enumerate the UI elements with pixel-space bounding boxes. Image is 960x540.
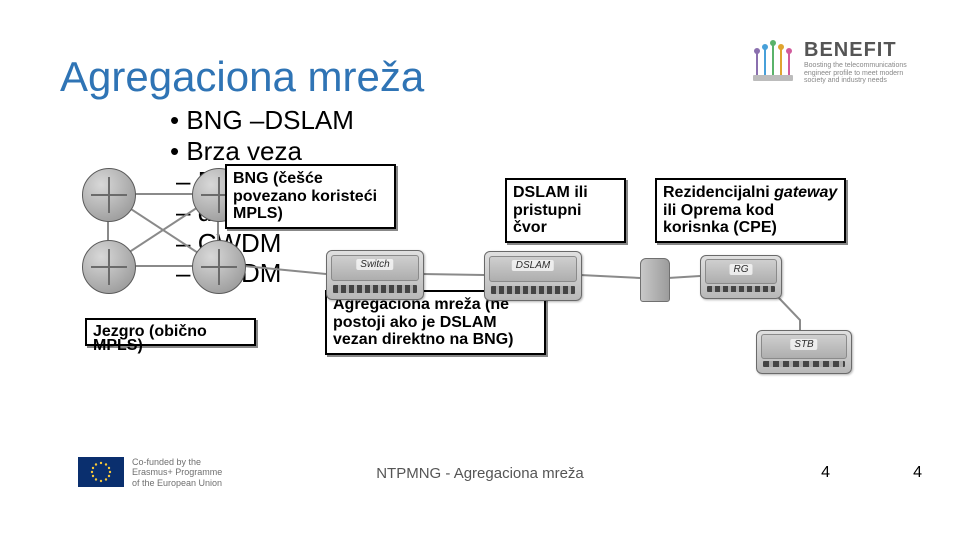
device-modem-icon xyxy=(640,258,670,302)
device-stb-label: STB xyxy=(790,339,817,350)
device-rg: RG xyxy=(700,255,782,299)
benefit-tagline-2: engineer profile to meet modern xyxy=(804,70,907,78)
core-router-icon xyxy=(82,240,136,294)
device-switch-label: Switch xyxy=(356,259,393,270)
bullet-bng-dslam: BNG –DSLAM xyxy=(170,105,354,136)
device-stb: STB xyxy=(756,330,852,374)
label-dslam: DSLAM ili pristupni čvor xyxy=(505,178,626,243)
page-number-left: 4 xyxy=(821,464,830,482)
footer-text: NTPMNG - Agregaciona mreža xyxy=(0,465,960,482)
label-cpe-gateway: gateway xyxy=(774,184,837,201)
benefit-tagline-3: society and industry needs xyxy=(804,77,907,85)
benefit-tagline-1: Boosting the telecommunications xyxy=(804,62,907,70)
label-cpe-part-2: ili Oprema kod korisnka (CPE) xyxy=(663,202,777,237)
device-rg-label: RG xyxy=(730,264,753,275)
label-core: Jezgro (obično MPLS) xyxy=(85,318,256,346)
device-switch: Switch xyxy=(326,250,424,300)
bullet-brza-veza: Brza veza xyxy=(170,136,354,167)
page-title: Agregaciona mreža xyxy=(60,56,424,98)
page-number-right: 4 xyxy=(913,464,922,482)
device-dslam-label: DSLAM xyxy=(512,260,554,271)
benefit-logo: BENEFIT Boosting the telecommunications … xyxy=(750,30,940,94)
label-cpe: Rezidencijalni gateway ili Oprema kod ko… xyxy=(655,178,846,243)
benefit-brand: BENEFIT xyxy=(804,39,907,62)
benefit-logo-mark xyxy=(750,39,796,85)
label-bng: BNG (češće povezano koristeći MPLS) xyxy=(225,164,396,229)
core-router-icon xyxy=(82,168,136,222)
core-router-icon xyxy=(192,240,246,294)
device-dslam: DSLAM xyxy=(484,251,582,301)
label-cpe-part-1: Rezidencijalni xyxy=(663,184,770,201)
